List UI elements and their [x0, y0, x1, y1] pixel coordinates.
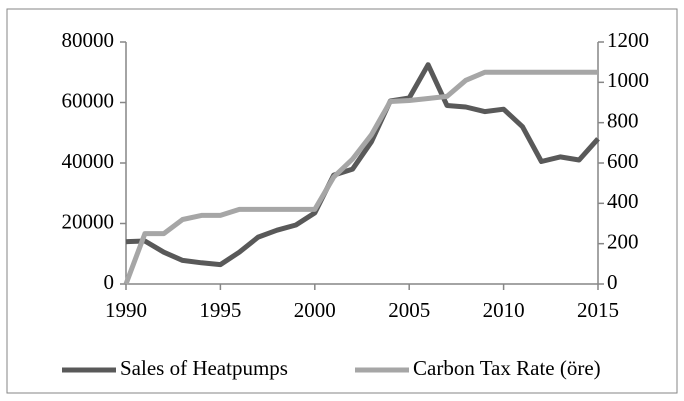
- x-tick-label: 1995: [199, 298, 241, 322]
- legend-label: Carbon Tax Rate (öre): [413, 356, 601, 380]
- y-tick-label: 0: [104, 270, 115, 294]
- y2-tick-label: 600: [607, 149, 639, 173]
- series-line: [123, 69, 598, 285]
- x-tick-label: 2000: [294, 298, 336, 322]
- legend-label: Sales of Heatpumps: [120, 356, 288, 380]
- y2-tick-label: 0: [607, 270, 618, 294]
- x-tick-label: 2015: [577, 298, 619, 322]
- x-tick-label: 2010: [483, 298, 525, 322]
- y-tick-label: 20000: [62, 209, 115, 233]
- y2-tick-label: 1000: [607, 68, 649, 92]
- y2-tick-label: 800: [607, 108, 639, 132]
- y2-tick-label: 400: [607, 189, 639, 213]
- y2-tick-label: 1200: [607, 28, 649, 52]
- y-tick-label: 40000: [62, 149, 115, 173]
- x-tick-label: 2005: [388, 298, 430, 322]
- y-tick-label: 60000: [62, 88, 115, 112]
- y2-tick-label: 200: [607, 229, 639, 253]
- chart-frame: [6, 8, 678, 394]
- series-line: [125, 62, 600, 268]
- y-tick-label: 80000: [62, 28, 115, 52]
- x-tick-label: 1990: [105, 298, 147, 322]
